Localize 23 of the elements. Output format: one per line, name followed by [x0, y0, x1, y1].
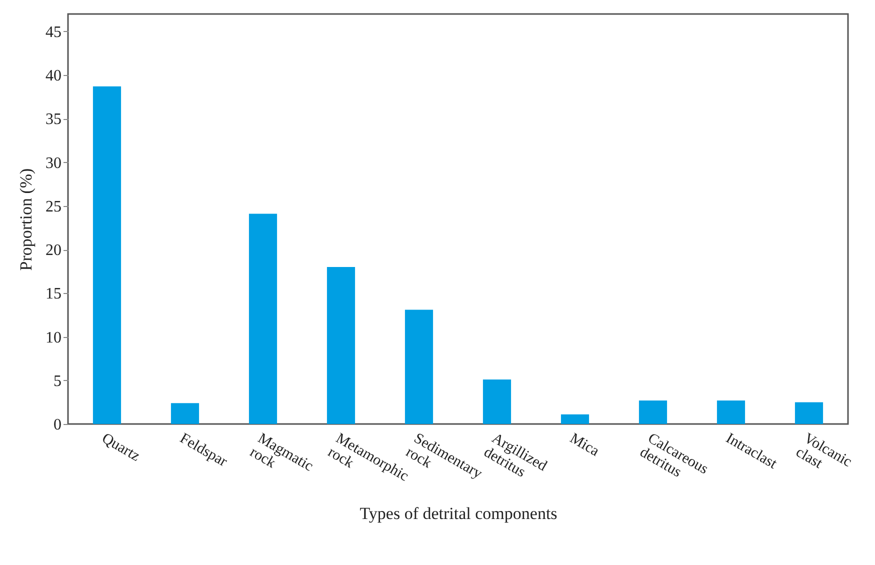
bar	[248, 214, 278, 424]
bar	[404, 310, 434, 424]
y-tick-label: 20	[46, 242, 62, 260]
x-axis-title: Types of detrital components	[360, 504, 558, 523]
y-tick-label: 0	[54, 416, 62, 434]
y-tick-label: 10	[46, 329, 62, 346]
y-tick-label: 25	[46, 198, 62, 216]
bar	[638, 400, 668, 424]
bar	[170, 403, 200, 424]
bar	[560, 414, 590, 424]
bar	[716, 400, 746, 424]
bar	[326, 266, 356, 424]
y-tick-label: 35	[46, 111, 62, 128]
y-tick-label: 15	[46, 286, 62, 303]
y-axis-title: Proportion (%)	[16, 168, 36, 271]
y-tick-label: 45	[46, 24, 62, 41]
y-tick-label: 5	[54, 372, 62, 390]
y-tick-label: 30	[46, 154, 62, 172]
bar	[92, 86, 122, 424]
bar	[794, 402, 824, 424]
y-tick-label: 40	[46, 68, 62, 85]
x-tick-label: Mica	[567, 430, 602, 460]
bar	[482, 380, 512, 424]
